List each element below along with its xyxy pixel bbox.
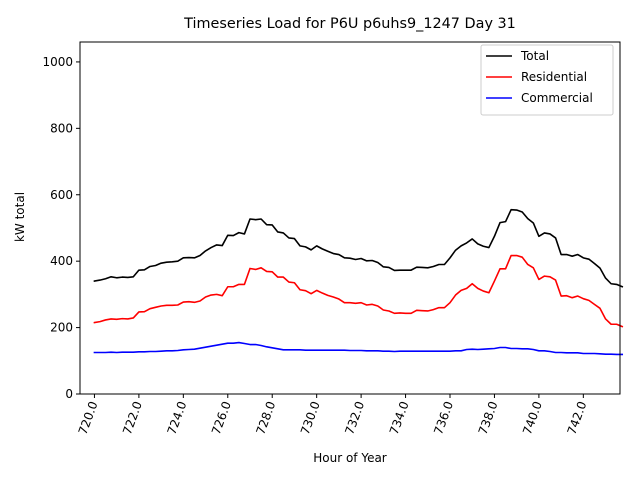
plot-area: 720.0 722.0 724.0 726.0 728.0 730.0 732.0 734.0… [42, 41, 624, 437]
series-line-residential [93, 254, 624, 328]
x-tick-label: 740.0 [520, 399, 545, 436]
x-tick-label: 726.0 [209, 399, 234, 436]
y-tick-label: 800 [50, 121, 73, 135]
x-tick-label: 736.0 [431, 399, 456, 436]
legend-box [480, 44, 614, 116]
x-tick-label: 734.0 [387, 399, 412, 436]
series-line-commercial [93, 341, 624, 356]
plot-frame [79, 41, 621, 395]
y-tick-label: 600 [50, 188, 73, 202]
y-axis-label: kW total [13, 192, 27, 242]
x-axis-label: Hour of Year [313, 451, 387, 465]
x-tick-label: 742.0 [565, 399, 590, 436]
legend: Total Residential Commercial [480, 44, 614, 116]
y-tick-label: 200 [50, 321, 73, 335]
y-tick-label: 1000 [42, 55, 73, 69]
y-tick-label: 0 [65, 387, 73, 401]
legend-label-commercial: Commercial [521, 91, 593, 105]
x-tick-label: 722.0 [120, 399, 145, 436]
x-tick-label: 738.0 [476, 399, 501, 436]
series-line-total [93, 208, 624, 288]
legend-label-residential: Residential [521, 70, 587, 84]
x-tick-label: 732.0 [342, 399, 367, 436]
x-tick-label: 728.0 [253, 399, 278, 436]
chart-title: Timeseries Load for P6U p6uhs9_1247 Day … [183, 16, 516, 32]
x-tick-label: 720.0 [76, 399, 101, 436]
y-tick-label: 400 [50, 254, 73, 268]
x-tick-label: 730.0 [298, 399, 323, 436]
legend-label-total: Total [520, 49, 549, 63]
x-tick-label: 724.0 [165, 399, 190, 436]
